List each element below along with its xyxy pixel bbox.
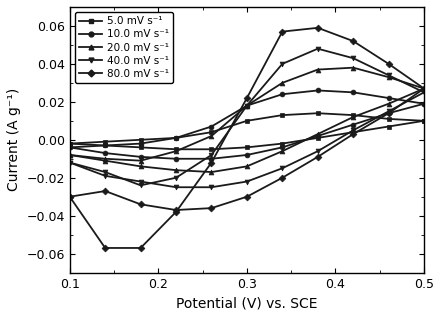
X-axis label: Potential (V) vs. SCE: Potential (V) vs. SCE (176, 296, 318, 310)
Legend: 5.0 mV s⁻¹, 10.0 mV s⁻¹, 20.0 mV s⁻¹, 40.0 mV s⁻¹, 80.0 mV s⁻¹: 5.0 mV s⁻¹, 10.0 mV s⁻¹, 20.0 mV s⁻¹, 40… (75, 12, 173, 83)
Y-axis label: Current (A g⁻¹): Current (A g⁻¹) (7, 88, 21, 191)
